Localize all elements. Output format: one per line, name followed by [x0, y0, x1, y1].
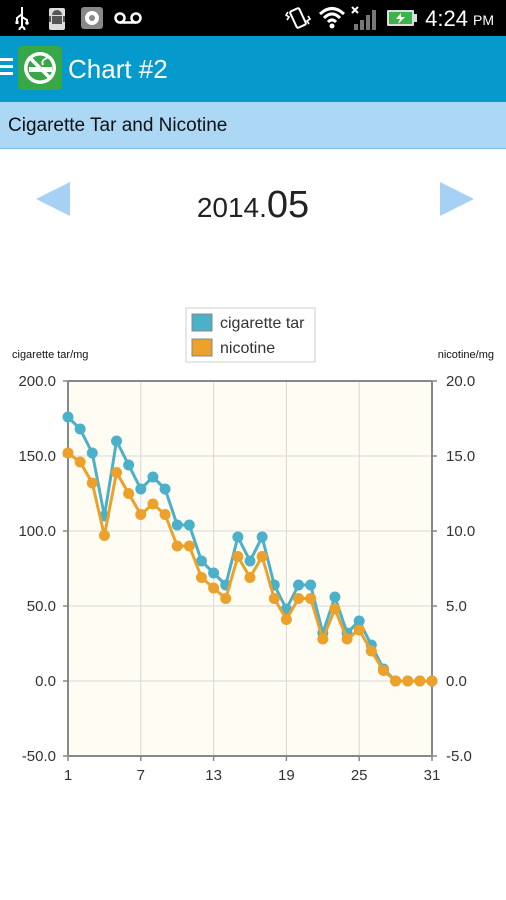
y-tick-label-left: 50.0 — [27, 598, 56, 615]
plot-area — [68, 381, 432, 756]
data-point-nicotine — [353, 624, 365, 636]
data-point-cigarette-tar — [208, 567, 220, 579]
data-point-cigarette-tar — [74, 423, 86, 435]
x-tick-label: 7 — [137, 767, 145, 784]
x-tick-label: 31 — [424, 767, 441, 784]
data-point-cigarette-tar — [293, 579, 305, 591]
data-point-cigarette-tar — [62, 411, 74, 423]
data-point-nicotine — [402, 675, 414, 687]
settings-icon — [81, 7, 103, 29]
data-point-cigarette-tar — [183, 519, 195, 531]
data-point-cigarette-tar — [329, 591, 341, 603]
data-point-nicotine — [426, 675, 438, 687]
y-tick-label-left: -50.0 — [22, 748, 56, 765]
chart-legend: cigarette tar nicotine — [185, 307, 316, 363]
data-point-nicotine — [86, 477, 98, 489]
tar-nicotine-chart: 200.0150.0100.050.00.0-50.020.015.010.05… — [12, 307, 494, 784]
data-point-nicotine — [183, 540, 195, 552]
period-year: 2014. — [196, 192, 267, 223]
usb-icon — [15, 7, 29, 30]
y-tick-label-right: 15.0 — [446, 448, 475, 465]
y-tick-label-left: 0.0 — [35, 673, 56, 690]
data-point-nicotine — [329, 603, 341, 615]
legend-label-nicotine: nicotine — [220, 340, 275, 357]
period-label: 2014.05 — [0, 184, 506, 227]
legend-label-cigarette-tar: cigarette tar — [220, 315, 305, 332]
data-point-cigarette-tar — [353, 615, 365, 627]
data-point-cigarette-tar — [305, 579, 317, 591]
vibrate-icon — [284, 7, 312, 29]
data-point-nicotine — [280, 614, 292, 625]
data-point-cigarette-tar — [244, 555, 256, 567]
y-axis-right-label: nicotine/mg — [438, 349, 494, 361]
data-point-nicotine — [244, 572, 256, 583]
period-month: 05 — [266, 184, 310, 226]
y-tick-label-left: 150.0 — [18, 448, 56, 465]
data-point-nicotine — [390, 675, 402, 687]
y-tick-label-right: -5.0 — [446, 748, 472, 765]
y-axis-left-label: cigarette tar/mg — [12, 349, 88, 361]
data-point-nicotine — [111, 467, 123, 478]
data-point-nicotine — [159, 509, 171, 520]
voicemail-icon — [114, 12, 142, 24]
subheader-title: Cigarette Tar and Nicotine — [8, 115, 228, 136]
data-point-cigarette-tar — [256, 531, 268, 543]
data-point-nicotine — [293, 593, 305, 604]
data-point-nicotine — [123, 488, 135, 499]
data-point-nicotine — [377, 665, 389, 676]
status-time: 4:24 — [425, 6, 468, 31]
triangle-right-icon[interactable] — [440, 182, 474, 216]
data-point-nicotine — [341, 633, 353, 645]
data-point-nicotine — [62, 447, 74, 459]
signal-icon — [351, 6, 376, 30]
data-point-cigarette-tar — [159, 483, 171, 495]
data-point-cigarette-tar — [171, 519, 183, 531]
x-tick-label: 19 — [278, 767, 295, 784]
data-point-nicotine — [232, 551, 244, 562]
data-point-cigarette-tar — [195, 555, 207, 567]
status-bar: 4:24 PM — [0, 0, 506, 36]
y-tick-label-right: 10.0 — [446, 523, 475, 540]
data-point-nicotine — [268, 593, 280, 604]
data-point-nicotine — [414, 675, 426, 687]
y-tick-label-right: 5.0 — [446, 598, 467, 615]
app-title: Chart #2 — [68, 54, 168, 84]
y-tick-label-left: 200.0 — [18, 373, 56, 390]
data-point-nicotine — [147, 498, 159, 510]
data-point-nicotine — [305, 593, 317, 604]
legend-swatch-cigarette-tar — [191, 313, 213, 332]
data-point-cigarette-tar — [147, 471, 159, 483]
triangle-left-icon[interactable] — [36, 182, 70, 216]
legend-swatch-nicotine — [191, 338, 213, 357]
y-tick-label-left: 100.0 — [18, 523, 56, 540]
data-point-cigarette-tar — [111, 435, 123, 447]
data-point-nicotine — [317, 633, 329, 645]
y-tick-label-right: 0.0 — [446, 673, 467, 690]
android-debug-icon — [49, 8, 65, 30]
no-smoking-icon[interactable] — [18, 46, 62, 90]
data-point-cigarette-tar — [123, 459, 135, 471]
data-point-nicotine — [256, 551, 268, 562]
data-point-nicotine — [135, 509, 147, 520]
data-point-cigarette-tar — [86, 447, 98, 459]
data-point-nicotine — [171, 540, 183, 552]
data-point-nicotine — [208, 582, 220, 594]
data-point-cigarette-tar — [135, 483, 147, 495]
hamburger-menu-icon[interactable] — [0, 58, 14, 80]
x-tick-label: 25 — [351, 767, 368, 784]
data-point-nicotine — [74, 456, 86, 468]
battery-charging-icon — [387, 10, 417, 26]
data-point-nicotine — [365, 645, 377, 657]
wifi-icon — [318, 7, 346, 29]
x-tick-label: 1 — [64, 767, 72, 784]
data-point-nicotine — [195, 572, 207, 583]
x-tick-label: 13 — [205, 767, 222, 784]
app-bar: Chart #2 — [0, 36, 506, 102]
chart-subheader: Cigarette Tar and Nicotine — [0, 102, 506, 149]
data-point-nicotine — [98, 530, 110, 541]
data-point-nicotine — [220, 593, 232, 604]
y-tick-label-right: 20.0 — [446, 373, 475, 390]
data-point-cigarette-tar — [232, 531, 244, 543]
status-ampm: PM — [473, 12, 494, 28]
